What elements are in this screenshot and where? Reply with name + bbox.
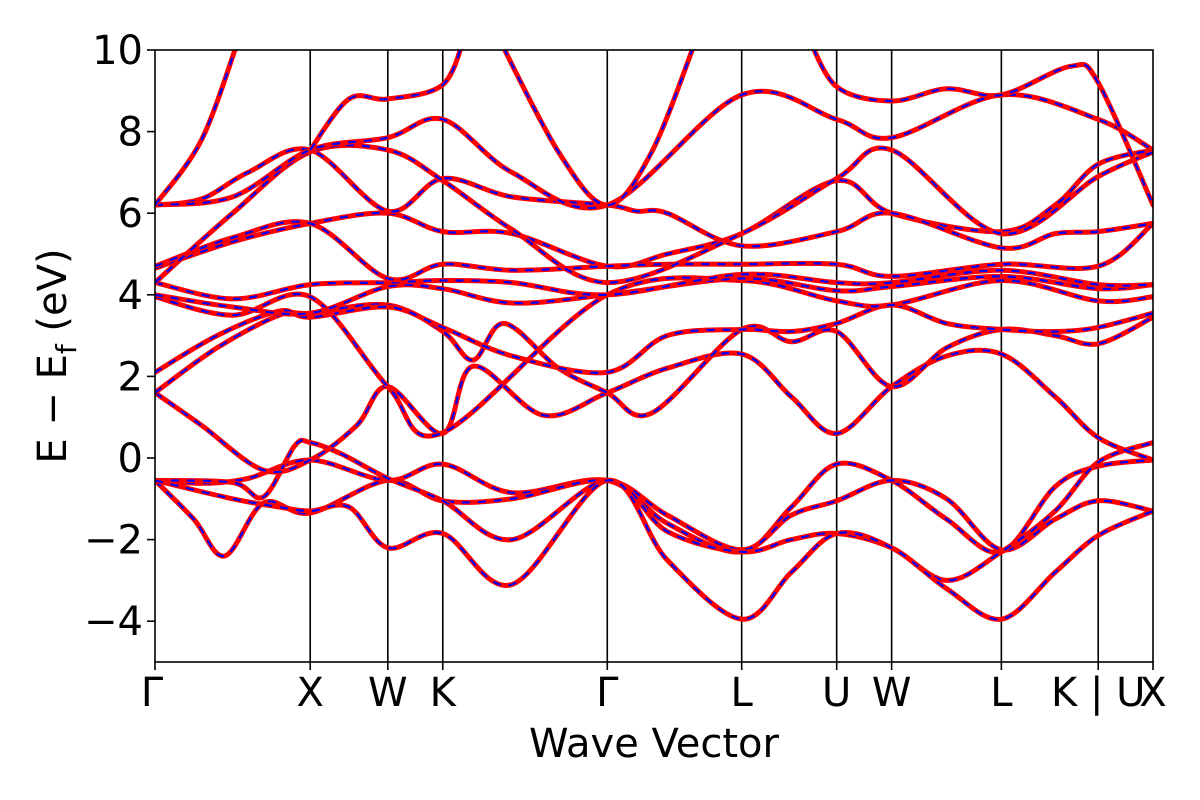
- band-line-solid: [155, 50, 238, 208]
- y-axis-label-subscript: f: [50, 343, 83, 354]
- x-tick-label: Γ: [141, 670, 164, 716]
- band-line-dashed: [309, 50, 462, 151]
- band-line-dashed: [155, 147, 1153, 250]
- band-lines: [155, 50, 1153, 622]
- y-axis-label-unit: (eV): [30, 248, 76, 344]
- plot-frame: [154, 49, 1154, 663]
- band-line-dashed: [155, 349, 1153, 474]
- y-tick-label: 10: [92, 28, 143, 74]
- band-line-dashed: [155, 303, 1153, 374]
- band-line-dashed: [812, 50, 1153, 206]
- band-line-dashed: [155, 276, 1153, 438]
- band-line-dashed: [155, 479, 1153, 621]
- y-tick-label: 2: [118, 354, 143, 400]
- x-axis-label: Wave Vector: [529, 721, 780, 767]
- band-line-dashed: [155, 303, 1153, 417]
- band-line-dashed: [155, 144, 1153, 284]
- x-tick-label: W: [872, 670, 912, 716]
- y-axis-label: E − Ef (eV): [30, 248, 83, 463]
- y-tick-label: 0: [118, 436, 143, 482]
- band-line-dashed: [503, 50, 694, 207]
- y-tick-label: 8: [118, 110, 143, 156]
- x-tick-label: Γ: [596, 670, 619, 716]
- band-line-dashed: [155, 220, 1153, 281]
- x-tick-label: X: [1139, 670, 1166, 716]
- band-line-solid: [155, 301, 1153, 419]
- band-line-dashed: [155, 479, 1153, 558]
- band-line-dashed: [155, 439, 1153, 582]
- x-tick-label: X: [297, 670, 324, 716]
- x-tick-label: L: [731, 670, 754, 716]
- x-tick-label: K: [430, 670, 458, 716]
- y-tick-label: 6: [118, 191, 143, 237]
- y-axis-label-main: E − E: [30, 354, 76, 464]
- band-line-dashed: [155, 50, 236, 206]
- y-tick-label: −2: [84, 518, 143, 564]
- y-tick-label: −4: [84, 599, 143, 645]
- band-line-dashed: [155, 148, 1153, 270]
- band-line-dashed: [155, 269, 1153, 301]
- y-tick-label: 4: [118, 273, 143, 319]
- x-tick-label: L: [990, 670, 1013, 716]
- y-axis-ticks: −4 −2 0 2 4 6 8 10: [84, 28, 155, 645]
- x-tick-label: U: [822, 670, 851, 716]
- x-tick-label: W: [368, 670, 408, 716]
- x-tick-label: K | U: [1051, 670, 1145, 716]
